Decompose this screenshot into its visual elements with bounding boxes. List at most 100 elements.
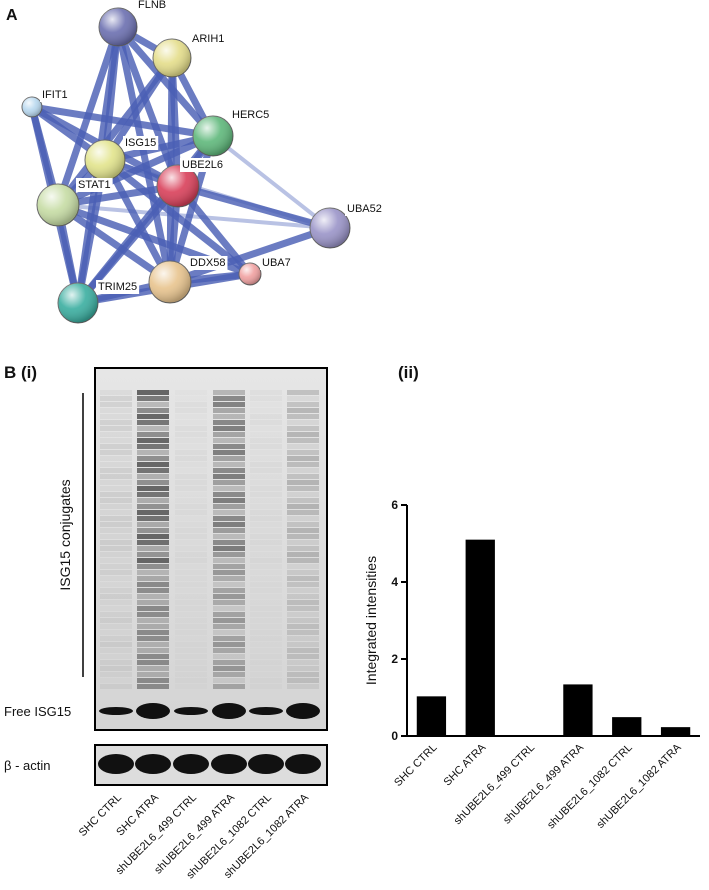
smear (213, 480, 245, 485)
smear (213, 552, 245, 557)
label-bg (180, 158, 225, 172)
smear (287, 540, 319, 545)
smear (287, 594, 319, 599)
smear (175, 654, 207, 659)
smear (175, 456, 207, 461)
smear (287, 432, 319, 437)
smear (100, 534, 132, 539)
smear (287, 462, 319, 467)
smear (250, 444, 282, 449)
band (135, 754, 171, 774)
smear (287, 642, 319, 647)
label-bg (345, 202, 384, 216)
node-label: FLNB (138, 0, 166, 11)
smear (213, 408, 245, 413)
smear (100, 594, 132, 599)
smear (250, 468, 282, 473)
smear (213, 588, 245, 593)
node-label: UBA7 (262, 257, 291, 269)
panel-label: A (6, 7, 18, 24)
y-tick-label: 0 (391, 729, 398, 743)
smear (213, 570, 245, 575)
smear (175, 480, 207, 485)
smear (137, 402, 169, 407)
smear (137, 672, 169, 677)
smear (213, 540, 245, 545)
smear (250, 684, 282, 689)
smear (213, 402, 245, 407)
smear (137, 516, 169, 521)
smear (175, 672, 207, 677)
smear (250, 396, 282, 401)
smear (100, 552, 132, 557)
smear (213, 534, 245, 539)
edge (177, 182, 331, 232)
smear (137, 528, 169, 533)
node-shine (149, 261, 191, 303)
node-label: ARIH1 (192, 33, 224, 45)
smear (137, 408, 169, 413)
smear (175, 534, 207, 539)
smear (250, 510, 282, 515)
band (174, 707, 208, 715)
bar (612, 717, 642, 736)
smear (250, 462, 282, 467)
smear (287, 648, 319, 653)
smear (250, 636, 282, 641)
smear (175, 582, 207, 587)
smear (250, 438, 282, 443)
smear (175, 678, 207, 683)
smear (100, 504, 132, 509)
smear (137, 462, 169, 467)
band (249, 707, 283, 715)
smear (213, 546, 245, 551)
smear (287, 666, 319, 671)
smear (287, 420, 319, 425)
smear (137, 558, 169, 563)
smear (175, 468, 207, 473)
smear (213, 438, 245, 443)
smear (137, 684, 169, 689)
smear (100, 588, 132, 593)
smear (287, 522, 319, 527)
smear (175, 420, 207, 425)
smear (175, 414, 207, 419)
smear (137, 582, 169, 587)
node-shine (153, 39, 191, 77)
smear (250, 612, 282, 617)
smear (213, 654, 245, 659)
smear (175, 570, 207, 575)
smear (250, 660, 282, 665)
smear (175, 396, 207, 401)
smear (250, 582, 282, 587)
smear (175, 630, 207, 635)
smear (137, 546, 169, 551)
smear (250, 522, 282, 527)
x-tick-label: SHC ATRA (442, 741, 489, 788)
smear (175, 486, 207, 491)
smear (137, 588, 169, 593)
smear (137, 390, 169, 395)
smear (213, 642, 245, 647)
label-bg (123, 136, 159, 150)
smear (213, 510, 245, 515)
smear (175, 642, 207, 647)
smear (100, 672, 132, 677)
smear (100, 396, 132, 401)
smear (250, 486, 282, 491)
smear (137, 414, 169, 419)
smear (137, 510, 169, 515)
smear (100, 528, 132, 533)
bar (660, 727, 691, 736)
smear (213, 468, 245, 473)
node-label: IFIT1 (42, 89, 68, 101)
smear (175, 522, 207, 527)
smear (287, 396, 319, 401)
smear (250, 570, 282, 575)
bar (514, 735, 544, 736)
x-tick-label: SHC CTRL (392, 742, 439, 789)
smear (175, 588, 207, 593)
row-label: β - actin (4, 758, 51, 773)
smear (137, 660, 169, 665)
smear (287, 558, 319, 563)
